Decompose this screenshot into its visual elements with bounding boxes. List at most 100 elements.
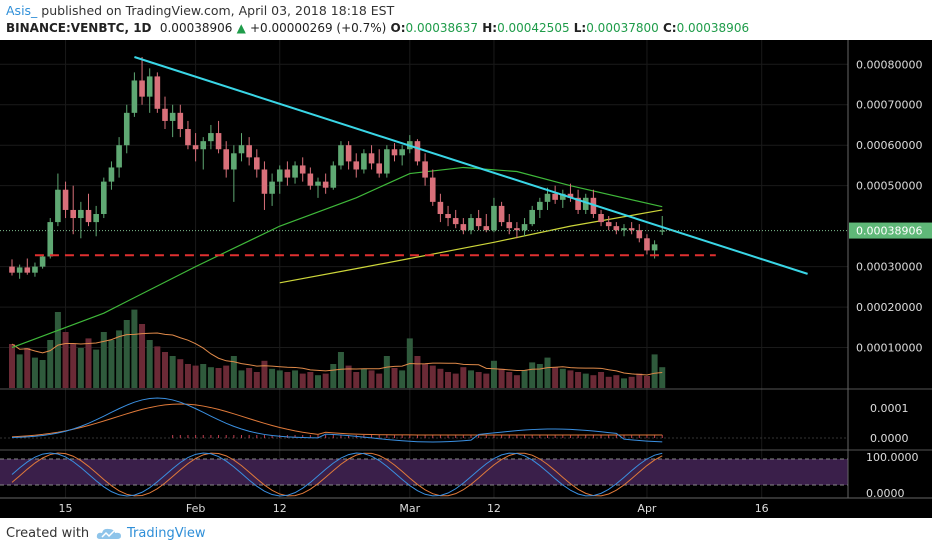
volume-bar [575, 372, 582, 388]
candle-body [391, 149, 398, 156]
author-link[interactable]: Asis_ [6, 3, 38, 18]
candle-body [269, 181, 275, 194]
volume-bar [9, 344, 15, 388]
candle-body [322, 181, 329, 188]
candle-body [299, 165, 306, 174]
volume-bar [628, 376, 635, 388]
volume-bar [131, 309, 138, 388]
candle-body [231, 153, 237, 170]
volume-bar [460, 367, 467, 388]
volume-bar [643, 376, 650, 388]
volume-bar [284, 372, 291, 388]
volume-bar [383, 356, 390, 388]
volume-bar [276, 370, 283, 388]
stoch-d-line [11, 452, 663, 497]
candle-body [261, 169, 268, 194]
candle-body [39, 256, 46, 267]
volume-bar [47, 340, 54, 388]
publish-line: Asis_ published on TradingView.com, Apri… [6, 3, 394, 18]
candle-body [460, 224, 467, 231]
change-arrow-icon: ▲ [236, 21, 246, 35]
volume-bar [429, 365, 436, 388]
stoch-tick-label: 0.0000 [866, 487, 905, 500]
volume-bar [253, 372, 260, 388]
stoch-k-line [11, 452, 663, 497]
volume-bar [184, 364, 191, 388]
chart-canvas[interactable]: 0.00080000 0.00070000 0.00060000 0.00050000… [0, 40, 932, 518]
volume-bar [376, 373, 383, 388]
candle-body [491, 205, 497, 231]
volume-bar [85, 338, 92, 388]
volume-bar [146, 340, 153, 388]
candle-body [605, 222, 612, 227]
candle-body [514, 228, 520, 231]
volume-bar [39, 360, 46, 388]
candle-body [399, 149, 405, 156]
volume-bar [123, 320, 130, 388]
candle-body [62, 189, 69, 210]
volume-bar [169, 356, 176, 388]
candle-body [567, 193, 574, 198]
volume-bar [613, 375, 620, 388]
candle-body [47, 222, 54, 257]
chart-header: Asis_ published on TradingView.com, Apri… [0, 0, 932, 40]
candle-body [185, 129, 191, 146]
volume-bar [238, 370, 245, 388]
candle-body [307, 173, 314, 186]
candle-body [529, 209, 535, 225]
candle-body [9, 266, 15, 273]
candle-body [208, 133, 214, 142]
candle-body [345, 145, 352, 162]
tradingview-brand-link[interactable]: TradingView [127, 526, 206, 541]
candle-body [292, 165, 298, 178]
volume-bar [223, 365, 230, 388]
candle-body [468, 218, 474, 231]
candle-body [429, 177, 436, 202]
volume-bar [521, 370, 528, 388]
time-tick-label: 12 [487, 502, 501, 515]
volume-bar [24, 348, 31, 388]
volume-bar [353, 372, 360, 388]
high-value: 0.00042505 [497, 21, 570, 35]
candle-body [575, 197, 581, 210]
price-tick-label: 0.00070000 [856, 99, 922, 112]
candle-body [644, 238, 650, 251]
candle-body [437, 201, 444, 214]
axes: 0.00080000 0.00070000 0.00060000 0.00050000… [0, 40, 932, 515]
candle-body [361, 153, 367, 170]
open-label: O: [390, 21, 406, 35]
candle-body [659, 230, 666, 232]
price-tick-label: 0.00030000 [856, 261, 922, 274]
candle-body [108, 167, 115, 182]
volume-bar [559, 368, 566, 388]
volume-bar [116, 330, 123, 388]
candle-body [177, 112, 184, 130]
time-tick-label: Feb [186, 502, 205, 515]
candle-body [276, 169, 283, 182]
candlesticks [9, 56, 666, 279]
volume-bar [483, 373, 490, 388]
stoch-tick-label: 100.0000 [866, 451, 919, 464]
volume-bar [567, 370, 574, 388]
candle-body [376, 163, 382, 174]
time-tick-label: 16 [755, 502, 769, 515]
candle-body [422, 161, 428, 178]
candle-body [384, 149, 390, 174]
candle-body [445, 214, 451, 219]
volume-bar [292, 370, 299, 388]
volume-bar [452, 373, 459, 388]
candle-body [169, 112, 176, 121]
candle-body [123, 112, 130, 146]
volume-bar [139, 324, 146, 388]
macd-tick-label: 0.0001 [870, 402, 909, 415]
volume-bar [422, 364, 429, 388]
price-tick-label: 0.00080000 [856, 58, 922, 71]
candle-body [55, 189, 61, 223]
close-value: 0.00038906 [676, 21, 750, 35]
volume-bar [230, 356, 237, 388]
low-label: L: [573, 21, 587, 35]
candle-body [254, 157, 260, 170]
candle-body [78, 209, 84, 219]
publish-text: published on TradingView.com, April 03, … [41, 3, 395, 18]
volume-bar [200, 364, 207, 388]
